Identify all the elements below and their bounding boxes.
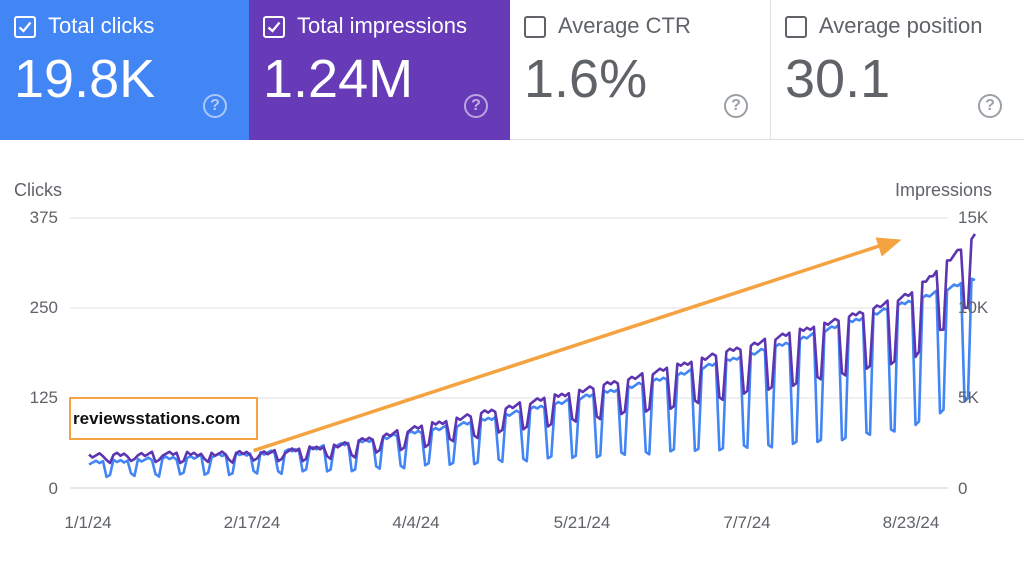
y-tick-label: 250 <box>29 298 58 317</box>
metric-card-average-position[interactable]: Average position 30.1 ? <box>771 0 1024 140</box>
checked-box-icon[interactable] <box>14 16 36 38</box>
y-axis-title-clicks: Clicks <box>14 180 62 200</box>
metric-label: Total clicks <box>48 13 155 38</box>
x-tick-label: 7/7/24 <box>723 513 771 532</box>
metric-value: 1.24M <box>263 49 414 109</box>
series-line-impressions <box>88 233 977 465</box>
x-tick-label: 5/21/24 <box>553 513 611 532</box>
x-tick-label: 8/23/24 <box>882 513 940 532</box>
y-axis-title-impressions: Impressions <box>895 180 993 200</box>
metric-value: 1.6% <box>524 49 648 109</box>
y-tick-label: 375 <box>29 208 58 227</box>
annotation-arrow-head <box>875 237 902 257</box>
metric-label: Average position <box>819 13 983 38</box>
annotation-arrow-line <box>253 242 885 453</box>
y-tick-label: 0 <box>48 479 58 498</box>
y-tick-label: 125 <box>29 388 58 407</box>
watermark-label: reviewsstations.com <box>69 397 258 440</box>
checked-box-icon[interactable] <box>263 16 285 38</box>
metric-card-total-clicks[interactable]: Total clicks 19.8K ? <box>0 0 249 140</box>
metric-card-total-impressions[interactable]: Total impressions 1.24M ? <box>249 0 510 140</box>
help-icon[interactable]: ? <box>978 94 1002 118</box>
x-tick-label: 1/1/24 <box>64 513 112 532</box>
x-tick-label: 2/17/24 <box>223 513 281 532</box>
metric-card-average-ctr[interactable]: Average CTR 1.6% ? <box>510 0 771 140</box>
y2-tick-label: 10K <box>958 298 989 317</box>
y2-tick-label: 5K <box>958 388 979 407</box>
x-tick-label: 4/4/24 <box>392 513 440 532</box>
y2-tick-label: 15K <box>958 208 989 227</box>
performance-chart: Clicks Impressions 375 250 125 0 15K 10K… <box>0 140 1024 567</box>
metric-label: Average CTR <box>558 13 691 38</box>
metric-value: 19.8K <box>14 49 156 109</box>
help-icon[interactable]: ? <box>464 94 488 118</box>
help-icon[interactable]: ? <box>724 94 748 118</box>
empty-box-icon[interactable] <box>785 16 807 38</box>
metric-label: Total impressions <box>297 13 467 38</box>
metric-value: 30.1 <box>785 49 891 109</box>
empty-box-icon[interactable] <box>524 16 546 38</box>
help-icon[interactable]: ? <box>203 94 227 118</box>
metric-cards: Total clicks 19.8K ? Total impressions 1… <box>0 0 1024 140</box>
y2-tick-label: 0 <box>958 479 968 498</box>
chart-plot <box>70 217 977 489</box>
